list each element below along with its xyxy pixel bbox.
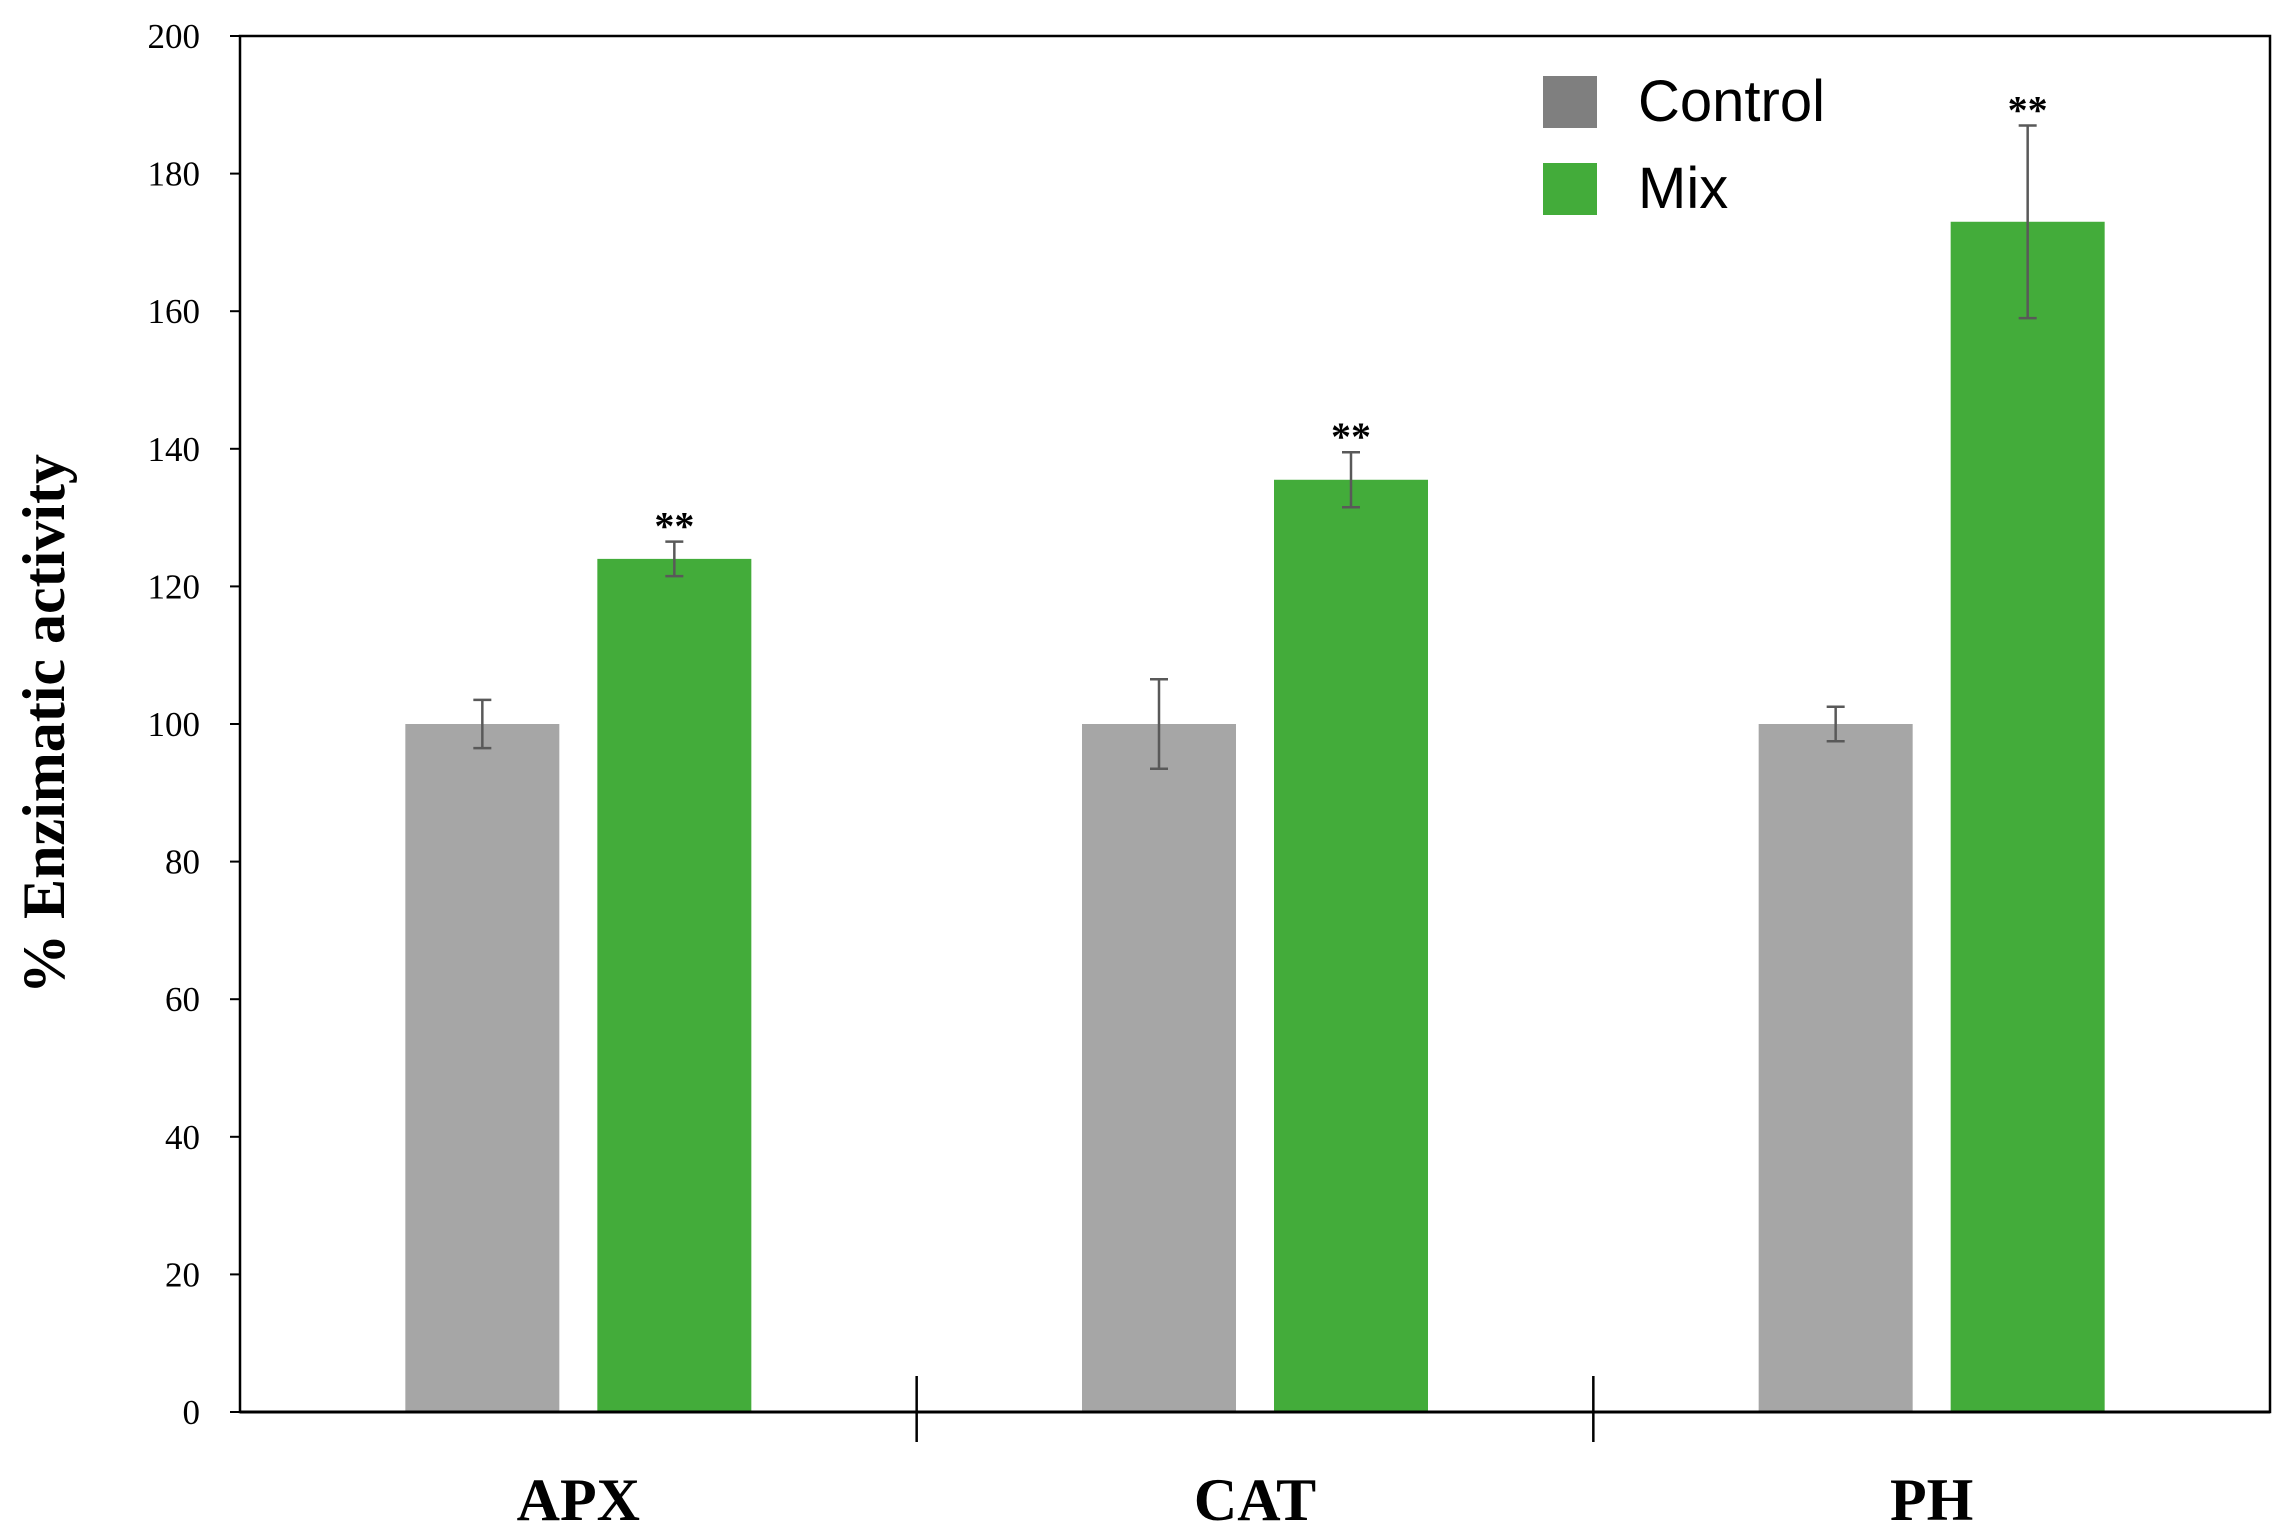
legend-swatch-mix bbox=[1543, 163, 1597, 215]
y-tick-label: 120 bbox=[148, 567, 201, 606]
x-tick-label-ph: PH bbox=[1890, 1467, 1973, 1533]
y-axis-ticks: 0 20 40 60 80 100 120 140 160 180 200 bbox=[148, 17, 240, 1432]
legend-label-mix: Mix bbox=[1638, 156, 1728, 221]
bar-mix-ph bbox=[1950, 221, 2105, 1412]
legend-swatch-control bbox=[1543, 76, 1597, 128]
legend-label-control: Control bbox=[1638, 69, 1825, 134]
x-tick-label-cat: CAT bbox=[1194, 1467, 1316, 1533]
bar-control-apx bbox=[405, 724, 560, 1412]
significance-annotations: ** ** ** bbox=[654, 87, 2047, 548]
y-tick-label: 140 bbox=[148, 430, 201, 469]
bars-group bbox=[405, 221, 2105, 1412]
significance-marker-ph: ** bbox=[2008, 87, 2048, 132]
y-tick-label: 20 bbox=[165, 1255, 200, 1294]
x-axis: APX CAT PH bbox=[240, 1376, 2270, 1533]
bar-control-cat bbox=[1082, 724, 1236, 1412]
y-tick-label: 160 bbox=[148, 292, 201, 331]
y-axis-label: % Enzimatic activity bbox=[11, 454, 77, 994]
legend: Control Mix bbox=[1543, 69, 1825, 221]
y-tick-label: 60 bbox=[165, 980, 200, 1019]
y-tick-label: 0 bbox=[183, 1393, 201, 1432]
bar-mix-cat bbox=[1274, 479, 1428, 1412]
y-tick-label: 180 bbox=[148, 155, 201, 194]
y-tick-label: 80 bbox=[165, 843, 200, 882]
y-tick-label: 100 bbox=[148, 705, 201, 744]
x-tick-label-apx: APX bbox=[517, 1467, 640, 1533]
significance-marker-apx: ** bbox=[654, 504, 694, 549]
bar-control-ph bbox=[1758, 724, 1913, 1412]
y-tick-label: 40 bbox=[165, 1118, 200, 1157]
y-tick-label: 200 bbox=[148, 17, 201, 56]
bar-mix-apx bbox=[597, 558, 752, 1412]
significance-marker-cat: ** bbox=[1331, 414, 1371, 459]
error-bars-group bbox=[473, 124, 2037, 770]
